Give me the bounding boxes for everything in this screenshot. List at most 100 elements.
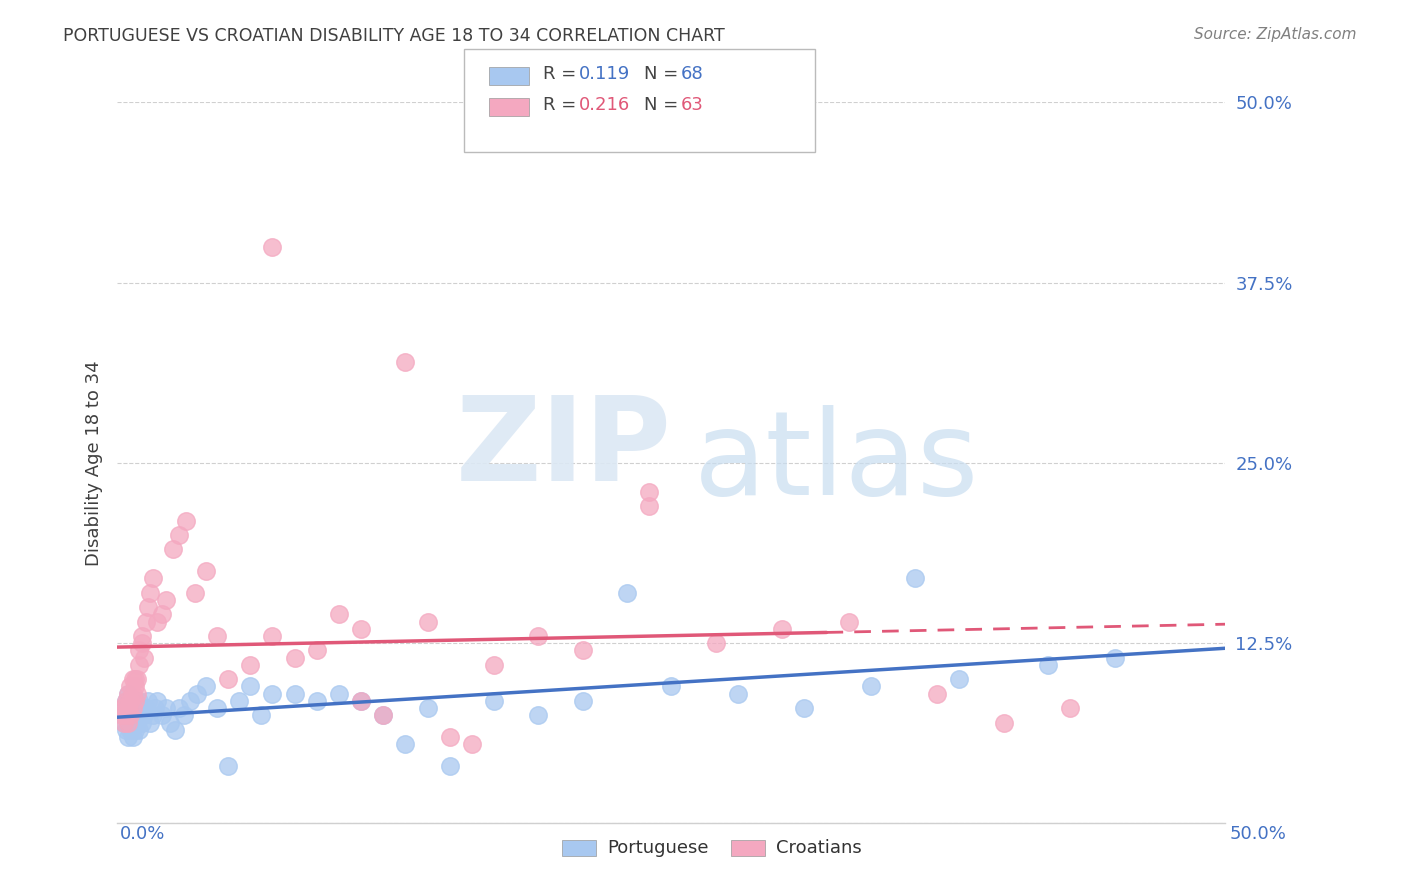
Point: [150, 708, 173, 723]
Point: [117, 687, 139, 701]
Point: [350, 622, 373, 636]
Point: [194, 680, 217, 694]
Point: [482, 657, 505, 672]
Point: [111, 701, 134, 715]
Point: [838, 615, 860, 629]
Point: [155, 593, 177, 607]
Point: [179, 694, 201, 708]
Point: [146, 694, 169, 708]
Point: [117, 715, 139, 730]
Point: [120, 723, 142, 737]
Point: [117, 715, 139, 730]
Point: [135, 701, 157, 715]
Point: [1104, 650, 1126, 665]
Text: atlas: atlas: [693, 405, 979, 520]
Point: [115, 694, 138, 708]
Point: [571, 643, 593, 657]
Point: [117, 701, 139, 715]
Point: [117, 701, 139, 715]
Point: [416, 615, 439, 629]
Point: [770, 622, 793, 636]
Point: [139, 585, 162, 599]
Point: [638, 484, 661, 499]
Point: [174, 514, 197, 528]
Text: R =: R =: [543, 65, 582, 83]
Point: [120, 694, 142, 708]
Text: Source: ZipAtlas.com: Source: ZipAtlas.com: [1194, 27, 1357, 42]
Point: [571, 694, 593, 708]
Text: Croatians: Croatians: [776, 839, 862, 857]
Point: [142, 571, 165, 585]
Point: [439, 730, 461, 744]
Point: [132, 650, 155, 665]
Point: [115, 723, 138, 737]
Point: [904, 571, 927, 585]
Point: [217, 759, 239, 773]
Point: [127, 687, 149, 701]
Point: [128, 723, 150, 737]
Point: [262, 239, 284, 253]
Text: PORTUGUESE VS CROATIAN DISABILITY AGE 18 TO 34 CORRELATION CHART: PORTUGUESE VS CROATIAN DISABILITY AGE 18…: [63, 27, 725, 45]
Point: [394, 737, 416, 751]
Point: [205, 701, 228, 715]
Point: [793, 701, 815, 715]
Point: [143, 701, 166, 715]
Point: [120, 708, 142, 723]
Point: [115, 708, 138, 723]
Point: [350, 694, 373, 708]
Point: [373, 708, 395, 723]
Point: [173, 708, 195, 723]
Point: [127, 701, 149, 715]
Point: [439, 759, 461, 773]
Point: [250, 708, 273, 723]
Point: [131, 636, 153, 650]
Point: [111, 708, 134, 723]
Point: [305, 694, 328, 708]
Text: 0.0%: 0.0%: [120, 825, 165, 843]
Point: [162, 542, 184, 557]
Point: [139, 715, 162, 730]
Point: [124, 680, 146, 694]
Point: [136, 694, 159, 708]
Point: [124, 723, 146, 737]
Point: [131, 629, 153, 643]
Point: [128, 643, 150, 657]
Point: [127, 715, 149, 730]
Point: [128, 694, 150, 708]
Point: [328, 607, 350, 622]
Text: ZIP: ZIP: [456, 391, 671, 506]
Point: [993, 715, 1015, 730]
Point: [704, 636, 727, 650]
Point: [727, 687, 749, 701]
Point: [112, 701, 135, 715]
Point: [121, 701, 143, 715]
Point: [112, 715, 135, 730]
Point: [131, 715, 153, 730]
Point: [305, 643, 328, 657]
Point: [159, 715, 181, 730]
Point: [283, 687, 305, 701]
Text: 63: 63: [681, 96, 703, 114]
Point: [167, 701, 190, 715]
Point: [121, 701, 143, 715]
Point: [128, 708, 150, 723]
Point: [163, 723, 186, 737]
Point: [194, 564, 217, 578]
Point: [394, 355, 416, 369]
Point: [859, 680, 882, 694]
Text: 0.216: 0.216: [579, 96, 630, 114]
Point: [262, 629, 284, 643]
Point: [228, 694, 250, 708]
Point: [948, 672, 970, 686]
Point: [117, 730, 139, 744]
Point: [205, 629, 228, 643]
Point: [217, 672, 239, 686]
Point: [132, 708, 155, 723]
Point: [117, 687, 139, 701]
Point: [638, 499, 661, 513]
Point: [142, 708, 165, 723]
Point: [131, 701, 153, 715]
Point: [120, 694, 142, 708]
Point: [283, 650, 305, 665]
Point: [112, 715, 135, 730]
